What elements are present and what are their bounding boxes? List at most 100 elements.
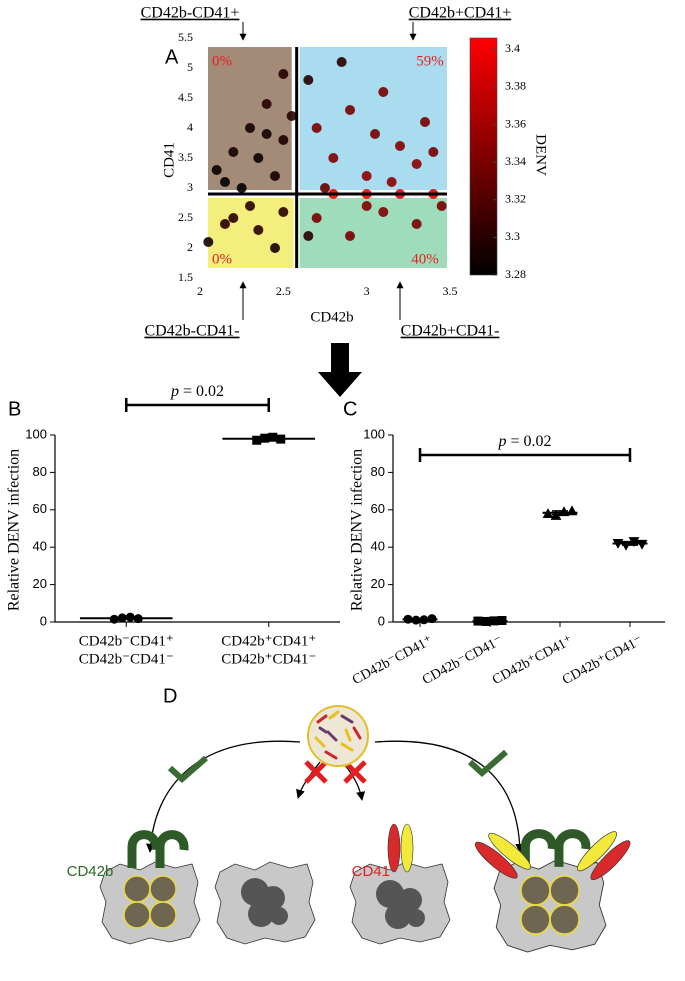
colorbar-tick-label: 3.34	[505, 154, 526, 168]
y-tick-label: 2	[187, 240, 193, 254]
quadrant-label: CD42b-CD41+	[141, 5, 240, 22]
significance-bracket	[125, 398, 270, 412]
scatter-point	[203, 237, 214, 247]
y-tick-label: 0	[378, 613, 385, 628]
quadrant-percent: 59%	[416, 53, 444, 69]
colorbar-tick-label: 3.38	[505, 79, 526, 93]
p-value: p = 0.02	[497, 433, 551, 450]
quadrant-label: CD42b+CD41-	[401, 323, 500, 340]
scatter-point	[303, 75, 314, 85]
error-bar	[260, 436, 277, 441]
receptor-label: CD42b	[67, 863, 114, 880]
y-axis-label: Relative DENV infection	[6, 449, 23, 611]
p-symbol: p	[170, 383, 179, 400]
y-axis-label: CD41	[161, 142, 177, 178]
scatter-point	[378, 207, 389, 217]
cross-mark	[304, 760, 367, 784]
y-tick-label: 2.5	[178, 210, 193, 224]
x-tick-label: CD42b⁻CD41⁻	[79, 651, 174, 667]
scatter-point	[411, 159, 422, 169]
colorbar-tick-label: 3.4	[505, 41, 520, 55]
scatter-point	[228, 147, 239, 157]
y-tick-label: 20	[371, 576, 385, 591]
y-axis-label: Relative DENV infection	[349, 449, 366, 611]
y-tick-label: 5	[187, 60, 193, 74]
y-tick-label: 5.5	[178, 30, 193, 44]
scatter-point	[261, 99, 272, 109]
quadrant-region	[208, 47, 292, 190]
scatter-point	[245, 201, 255, 211]
y-tick-label: 40	[371, 539, 385, 554]
check-mark	[167, 755, 208, 784]
x-tick-label: CD42b⁻CD41⁺	[79, 633, 174, 649]
x-tick-label: 3	[364, 284, 370, 298]
p-text: = 0.02	[183, 383, 224, 400]
scatter-point	[428, 147, 439, 157]
scatter-point	[436, 201, 447, 211]
scatter-point	[311, 123, 322, 133]
panel-label: A	[165, 46, 179, 68]
x-tick-label: 2	[197, 284, 203, 298]
colorbar-tick-label: 3.32	[505, 192, 526, 206]
data-point	[636, 539, 648, 550]
scatter-point	[220, 177, 230, 187]
scatter-point	[361, 201, 372, 211]
p-symbol: p	[497, 433, 506, 450]
scatter-point	[370, 129, 380, 139]
cell	[349, 823, 451, 945]
panel-label: C	[343, 398, 357, 420]
scatter-point	[245, 123, 255, 133]
cell	[214, 861, 316, 945]
scatter-point	[220, 219, 230, 229]
scatter-point	[253, 153, 264, 163]
x-tick-label: 3.5	[443, 284, 458, 298]
panel-label: B	[8, 398, 21, 420]
error-bar	[622, 541, 638, 546]
colorbar-label: DENV	[533, 134, 549, 176]
receptor-label: CD41	[352, 863, 390, 880]
scatter-point	[361, 171, 372, 181]
y-tick-label: 80	[33, 464, 47, 479]
scatter-point	[345, 105, 355, 115]
scatter-point	[420, 117, 430, 127]
quadrant-region	[299, 198, 447, 268]
y-tick-label: 60	[371, 501, 385, 516]
quadrant-percent: 40%	[411, 251, 439, 267]
scatter-point	[286, 111, 297, 121]
scatter-point	[345, 231, 355, 241]
scatter-point	[320, 183, 330, 193]
quadrant-label: CD42b-CD41-	[144, 323, 239, 340]
scatter-point	[378, 87, 389, 97]
data-point	[252, 435, 262, 445]
scatter-point	[278, 207, 289, 217]
y-tick-label: 3	[187, 180, 193, 194]
error-bar	[412, 617, 428, 621]
scatter-point	[253, 225, 264, 235]
x-tick-label: CD42b⁺CD41⁺	[221, 633, 316, 649]
scatter-point	[336, 57, 347, 67]
flow-arrow	[318, 343, 362, 397]
p-value: p = 0.02	[170, 383, 224, 400]
colorbar	[469, 37, 498, 276]
quadrant-percent: 0%	[212, 251, 232, 267]
error-bar	[118, 616, 135, 620]
check-mark	[467, 749, 508, 778]
y-tick-label: 4	[187, 120, 193, 134]
scatter-point	[270, 171, 280, 181]
panel-label: D	[163, 685, 177, 707]
arrow	[344, 764, 366, 801]
x-axis-label: CD42b	[310, 309, 353, 325]
y-tick-label: 1.5	[178, 270, 193, 284]
y-tick-label: 4.5	[178, 90, 193, 104]
arrow	[374, 740, 525, 853]
colorbar-tick-label: 3.3	[505, 229, 520, 243]
scatter-point	[395, 141, 405, 151]
scatter-point	[328, 153, 339, 163]
significance-bracket	[418, 448, 632, 462]
y-tick-label: 3.5	[178, 150, 193, 164]
cell	[99, 830, 201, 945]
scatter-point	[411, 219, 422, 229]
scatter-point	[311, 213, 322, 223]
p-text: = 0.02	[510, 433, 551, 450]
